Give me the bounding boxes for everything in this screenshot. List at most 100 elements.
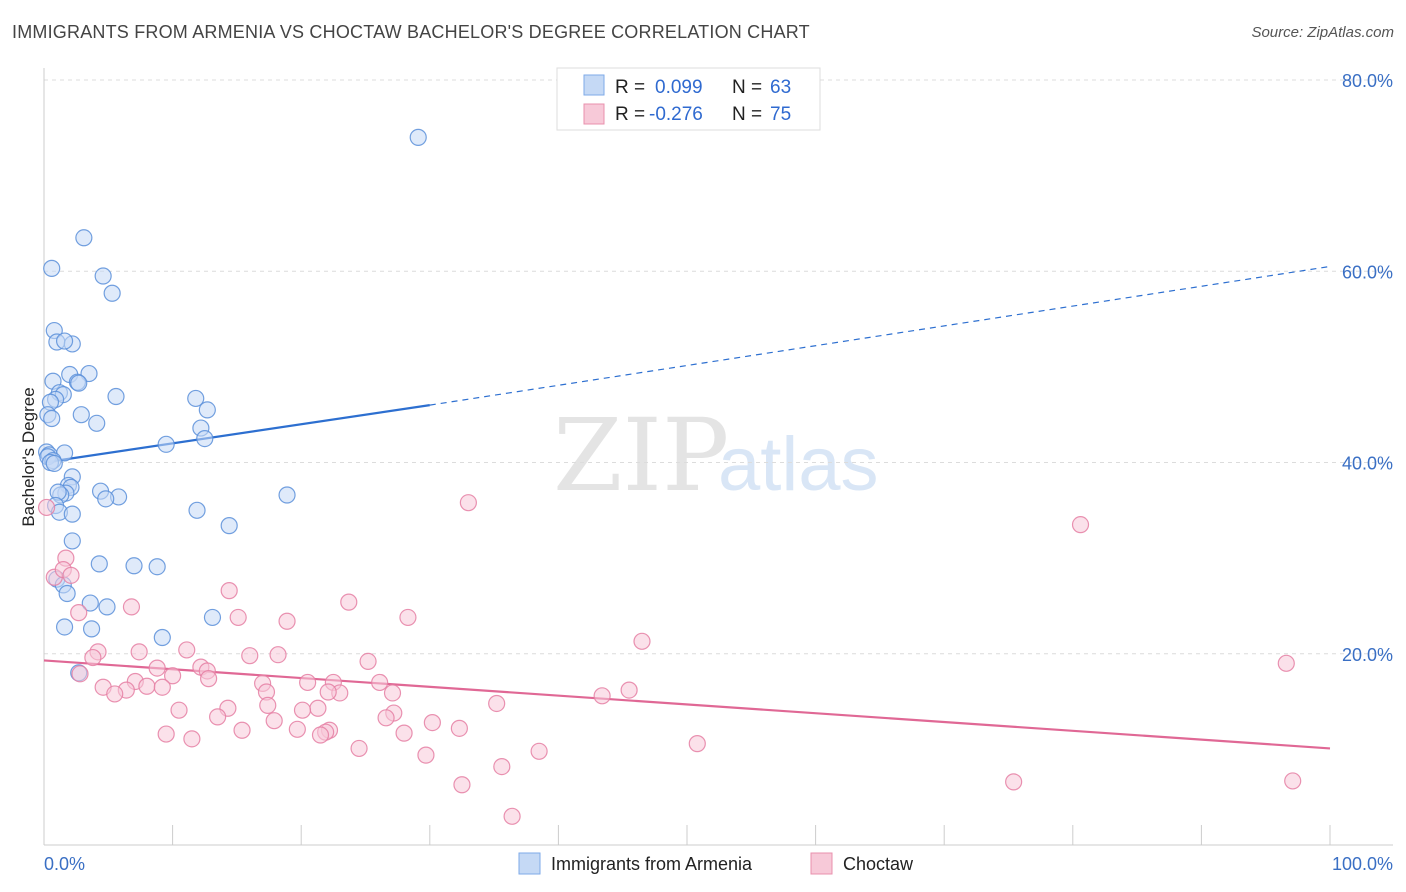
data-point-choctaw-69	[493, 757, 511, 776]
legend-r-value-armenia: 0.099	[655, 77, 703, 98]
data-point-choctaw-67	[530, 742, 548, 760]
bottom-legend-swatch-armenia	[518, 852, 541, 875]
data-point-choctaw-18	[84, 648, 102, 667]
data-point-choctaw-12	[399, 608, 417, 627]
data-point-choctaw-30	[299, 673, 317, 692]
watermark-zip: ZIP	[553, 397, 729, 514]
data-point-choctaw-2	[1071, 516, 1090, 534]
bottom-legend-swatch-choctaw	[810, 852, 833, 875]
data-point-choctaw-10	[70, 604, 88, 622]
data-point-choctaw-65	[688, 735, 706, 753]
data-point-choctaw-56	[450, 719, 468, 737]
data-point-choctaw-22	[1277, 654, 1295, 672]
data-points	[37, 128, 1302, 825]
legend-n-label-armenia: N =	[732, 77, 762, 98]
data-point-choctaw-42	[319, 683, 337, 701]
data-point-choctaw-7	[220, 582, 238, 600]
data-point-choctaw-66	[350, 739, 368, 758]
data-point-choctaw-41	[383, 684, 402, 702]
data-point-choctaw-19	[241, 647, 259, 665]
data-point-choctaw-64	[183, 730, 201, 748]
data-point-armenia-46	[188, 501, 206, 519]
data-point-choctaw-20	[269, 646, 287, 664]
legend-r-label-armenia: R =	[615, 77, 645, 98]
data-point-choctaw-0	[37, 498, 56, 517]
data-point-armenia-23	[43, 409, 61, 428]
bottom-legend-label-choctaw: Choctaw	[843, 854, 914, 874]
legend-r-value-choctaw: -0.276	[649, 104, 703, 125]
data-point-armenia-57	[81, 594, 99, 612]
data-point-choctaw-39	[106, 685, 124, 703]
y-tick-label-20: 20.0%	[1342, 645, 1393, 665]
data-point-armenia-43	[97, 490, 115, 508]
data-point-armenia-60	[55, 618, 74, 636]
source-credit: Source: ZipAtlas.com	[1251, 24, 1394, 41]
trend-lines	[43, 265, 1331, 750]
legend-swatch-choctaw	[583, 103, 605, 125]
data-point-armenia-2	[43, 259, 61, 277]
data-point-armenia-13	[70, 374, 88, 392]
y-axis-label: Bachelor's Degree	[19, 387, 38, 526]
watermark-atlas: atlas	[718, 422, 879, 507]
data-point-armenia-0	[409, 128, 427, 146]
data-point-choctaw-63	[157, 725, 175, 743]
data-point-choctaw-45	[259, 696, 277, 714]
legend-n-value-choctaw: 75	[770, 104, 791, 125]
data-point-choctaw-57	[288, 720, 306, 738]
data-point-choctaw-11	[229, 608, 247, 627]
data-point-choctaw-50	[170, 701, 188, 719]
data-point-armenia-62	[153, 628, 171, 647]
y-tick-label-60: 60.0%	[1342, 262, 1393, 282]
data-point-choctaw-8	[340, 593, 358, 611]
data-point-choctaw-28	[200, 670, 218, 688]
x-tick-label-max: 100.0%	[1332, 854, 1393, 874]
gridlines	[44, 79, 1393, 655]
x-tick-label-min: 0.0%	[44, 854, 85, 874]
chart-title: IMMIGRANTS FROM ARMENIA VS CHOCTAW BACHE…	[12, 22, 810, 42]
data-point-choctaw-70	[1005, 773, 1023, 791]
data-point-armenia-34	[45, 454, 63, 473]
data-point-armenia-44	[278, 486, 296, 504]
bottom-legend: Immigrants from Armenia Choctaw	[518, 852, 914, 875]
data-point-armenia-1	[75, 229, 93, 247]
legend: R = 0.099 N = 63 R = -0.276 N = 75	[556, 67, 821, 131]
data-point-armenia-22	[72, 406, 90, 424]
data-point-armenia-50	[63, 532, 81, 550]
data-point-choctaw-48	[293, 701, 312, 719]
bottom-legend-label-armenia: Immigrants from Armenia	[551, 854, 753, 874]
data-point-armenia-48	[63, 505, 81, 523]
data-point-armenia-53	[148, 558, 166, 576]
data-point-armenia-49	[220, 517, 238, 535]
data-point-choctaw-34	[138, 677, 156, 695]
legend-swatch-armenia	[583, 74, 605, 96]
y-tick-label-80: 80.0%	[1342, 71, 1393, 91]
data-point-choctaw-60	[233, 721, 251, 739]
data-point-armenia-26	[196, 429, 214, 448]
data-point-choctaw-17	[178, 641, 196, 659]
data-point-choctaw-73	[503, 807, 521, 825]
data-point-choctaw-26	[71, 665, 89, 683]
data-point-choctaw-53	[377, 709, 395, 727]
data-point-choctaw-52	[209, 708, 227, 726]
data-point-armenia-8	[55, 332, 74, 350]
y-tick-labels: 20.0% 40.0% 60.0% 80.0%	[1342, 71, 1393, 665]
trend-line-armenia	[43, 404, 430, 464]
data-point-choctaw-14	[633, 632, 651, 650]
data-point-choctaw-71	[1284, 772, 1302, 790]
data-point-armenia-20	[198, 401, 216, 419]
data-point-choctaw-46	[488, 694, 506, 713]
data-point-armenia-24	[88, 414, 106, 432]
data-point-choctaw-61	[311, 726, 330, 744]
data-point-armenia-4	[103, 284, 121, 302]
data-point-choctaw-43	[620, 681, 638, 699]
data-point-choctaw-33	[371, 673, 389, 692]
data-point-choctaw-55	[423, 713, 441, 732]
data-point-choctaw-16	[130, 643, 148, 661]
data-point-armenia-3	[94, 267, 112, 285]
data-point-choctaw-62	[395, 724, 413, 742]
y-tick-label-40: 40.0%	[1342, 454, 1393, 474]
data-point-armenia-56	[58, 584, 76, 603]
data-point-choctaw-9	[122, 598, 141, 616]
data-point-choctaw-21	[359, 652, 377, 671]
legend-r-label-choctaw: R =	[615, 104, 645, 125]
